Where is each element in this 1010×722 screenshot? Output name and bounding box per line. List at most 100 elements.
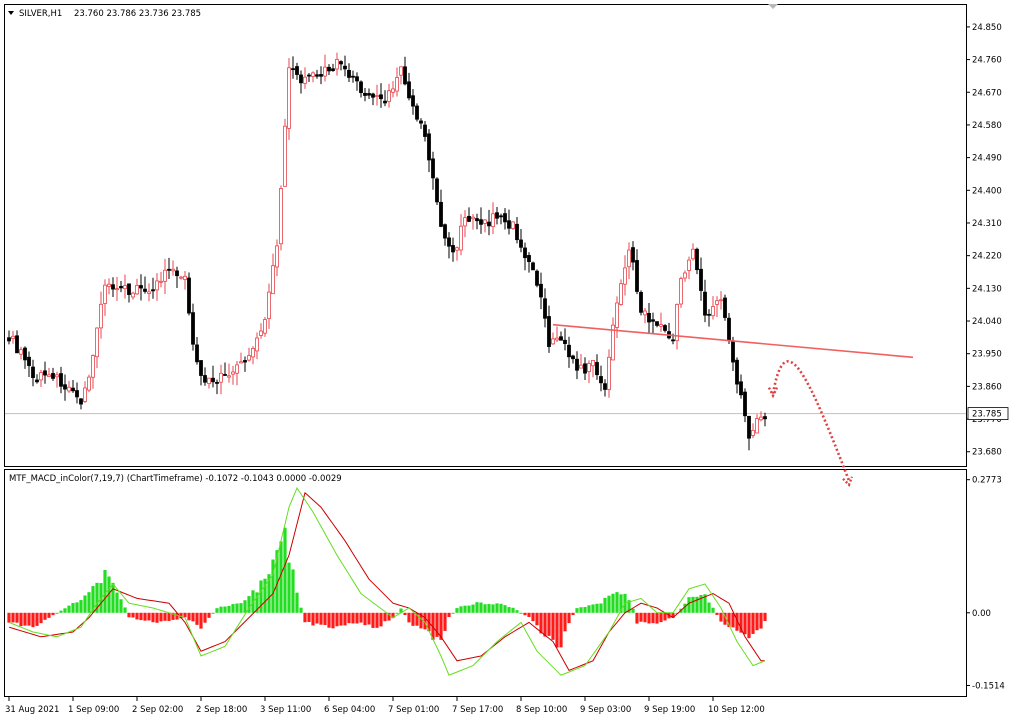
macd-hist-up [219, 606, 223, 613]
macd-hist-down [371, 612, 375, 628]
candle-body [199, 360, 203, 376]
macd-hist-down [551, 612, 555, 640]
macd-pane-frame[interactable] [4, 469, 967, 697]
candle-body [183, 275, 187, 280]
candle-body [479, 219, 483, 225]
macd-hist-down [155, 612, 159, 623]
candle-body [691, 248, 695, 260]
bear-candle [595, 354, 599, 380]
candle-body [511, 221, 515, 229]
candle-body [367, 93, 371, 96]
bull-candle [159, 271, 163, 288]
macd-hist-down [375, 612, 379, 628]
macd-hist-down [347, 612, 351, 624]
bull-candle [483, 219, 487, 233]
macd-hist-down [435, 612, 439, 637]
candle-body [459, 225, 463, 251]
macd-hist-down [723, 612, 727, 625]
macd-axis: 0.2773 0.00 -0.1514 [966, 476, 1005, 691]
bull-candle [259, 323, 263, 339]
macd-hist-down [379, 612, 383, 627]
bull-candle [179, 275, 183, 280]
bear-candle [451, 237, 455, 262]
macd-hist-up [83, 595, 87, 613]
bear-candle [187, 272, 191, 316]
bear-candle [71, 380, 75, 393]
macd-hist-up [511, 607, 515, 613]
bull-candle [11, 330, 15, 344]
macd-signal-line [8, 491, 765, 672]
bull-candle [611, 317, 615, 361]
macd-hist-up [471, 604, 475, 613]
candle-body [679, 278, 683, 305]
macd-hist-down [191, 612, 195, 622]
candle-body [55, 374, 59, 378]
candle-body [759, 416, 763, 421]
ohlc-header: 23.760 23.786 23.736 23.785 [74, 9, 201, 19]
time-tick-label: 7 Sep 01:00 [388, 705, 439, 715]
price-pane-frame[interactable] [4, 4, 967, 467]
symbol-dropdown-icon[interactable] [8, 11, 14, 15]
candle-body [87, 376, 91, 391]
macd-hist-down [735, 612, 739, 631]
macd-hist-down [147, 612, 151, 621]
bear-candle [327, 64, 331, 75]
bear-candle [7, 330, 11, 345]
bear-candle [531, 261, 535, 271]
macd-hist-down [655, 612, 659, 624]
macd-hist-down [19, 612, 23, 627]
bull-candle [239, 352, 243, 364]
macd-hist-down [559, 612, 563, 648]
macd-hist-up [247, 596, 251, 613]
candle-body [343, 65, 347, 70]
macd-hist-up [595, 603, 599, 613]
price-tick-label: 24.310 [972, 219, 1002, 229]
macd-hist-down [363, 612, 367, 626]
bull-candle [459, 214, 463, 256]
bear-candle [203, 367, 207, 386]
candle-body [363, 92, 367, 96]
macd-hist-up [459, 606, 463, 613]
macd-hist-up [111, 582, 115, 613]
candle-body [271, 265, 275, 295]
macd-hist-up [611, 593, 615, 613]
macd-main-line [8, 486, 766, 676]
bear-candle [479, 207, 483, 234]
bull-candle [227, 363, 231, 383]
price-axis: 24.850 24.760 24.670 24.580 24.490 24.400 24.3… [966, 23, 1002, 458]
bear-candle [407, 72, 411, 101]
candle-body [243, 360, 247, 363]
candle-body [471, 216, 475, 220]
bull-candle [183, 271, 187, 290]
candle-body [567, 344, 571, 358]
candle-body [287, 67, 291, 129]
time-tick-label: 9 Sep 03:00 [580, 705, 631, 715]
macd-hist-down [535, 612, 539, 626]
current-price-label-box: 23.785 [967, 407, 1009, 421]
macd-hist-up [299, 607, 303, 613]
time-tick-label: 2 Sep 02:00 [132, 705, 183, 715]
bull-candle [323, 54, 327, 82]
bull-candle [643, 307, 647, 324]
bull-candle [759, 411, 763, 422]
price-tick-label: 24.400 [972, 186, 1002, 196]
candle-body [379, 94, 383, 100]
macd-hist-up [275, 550, 279, 613]
candle-body [91, 355, 95, 378]
macd-hist-up [599, 603, 603, 613]
time-tick-label: 6 Sep 04:00 [324, 705, 375, 715]
bear-candle [443, 223, 447, 246]
candle-body [11, 335, 15, 339]
macd-hist-down [403, 612, 407, 615]
macd-hist-down [639, 612, 643, 622]
macd-hist-down [539, 612, 543, 634]
candle-body [143, 288, 147, 292]
price-tick-label: 24.490 [972, 154, 1002, 164]
bull-candle [219, 364, 223, 395]
candle-body [731, 340, 735, 363]
bear-candle [651, 312, 655, 333]
bull-candle [231, 365, 235, 385]
macd-hist-down [763, 612, 767, 621]
bear-candle [707, 309, 711, 327]
bear-candle [379, 83, 383, 108]
